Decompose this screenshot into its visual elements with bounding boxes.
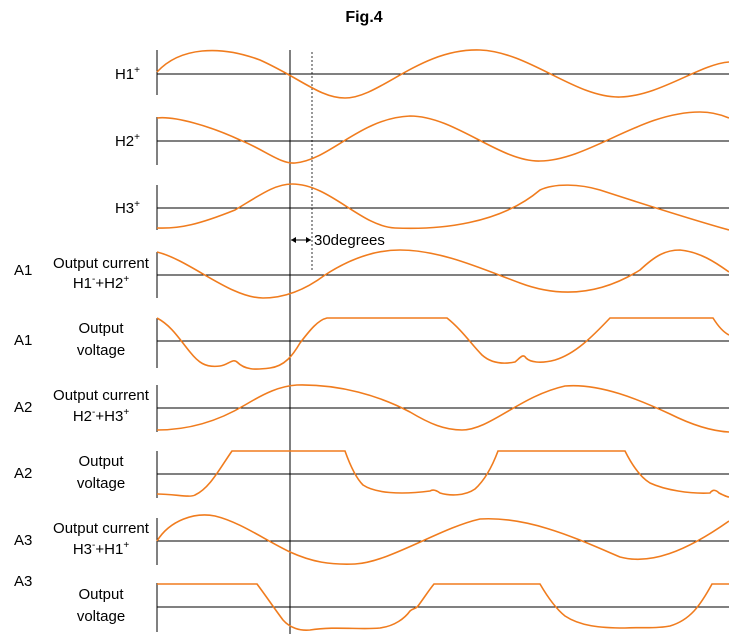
h1-label: H1+ [115, 65, 140, 83]
a3-voltage-prefix: A3 [14, 573, 32, 590]
h3-waveform [156, 183, 729, 231]
a1-output-current-waveform [156, 249, 729, 299]
row-axes [156, 50, 729, 632]
a1-voltage-prefix: A1 [14, 332, 32, 349]
a3-output-voltage-waveform [157, 583, 729, 631]
a1-output-voltage-waveform [156, 317, 729, 370]
figure-title: Fig.4 [345, 9, 382, 26]
a2-current-formula: H2-+H3+ [73, 407, 129, 425]
a2-current-prefix: A2 [14, 399, 32, 416]
a3-voltage-subtitle: voltage [77, 608, 125, 625]
h2-label: H2+ [115, 132, 140, 150]
a1-current-prefix: A1 [14, 262, 32, 279]
thirty-degree-arrow [291, 237, 311, 243]
thirty-degree-label: 30degrees [314, 232, 385, 249]
a3-voltage-title: Output [78, 586, 124, 603]
h3-label: H3+ [115, 199, 140, 217]
h2-waveform [156, 111, 729, 164]
a1-current-title: Output current [53, 255, 150, 272]
a2-output-voltage-waveform [156, 450, 729, 498]
a1-voltage-subtitle: voltage [77, 342, 125, 359]
a2-output-current-waveform [156, 384, 729, 433]
a1-voltage-title: Output [78, 320, 124, 337]
a1-current-formula: H1-+H2+ [73, 274, 129, 292]
a2-voltage-prefix: A2 [14, 465, 32, 482]
a2-voltage-subtitle: voltage [77, 475, 125, 492]
a3-current-title: Output current [53, 520, 150, 537]
a3-output-current-waveform [156, 514, 729, 565]
a2-current-title: Output current [53, 387, 150, 404]
h1-waveform [156, 49, 729, 99]
a3-current-prefix: A3 [14, 532, 32, 549]
a3-current-formula: H3-+H1+ [73, 540, 129, 558]
a2-voltage-title: Output [78, 453, 124, 470]
